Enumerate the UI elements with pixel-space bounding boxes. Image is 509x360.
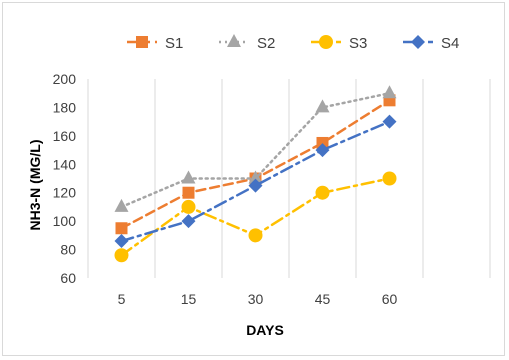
series-s3-point: [114, 248, 129, 263]
y-tick-label: 200: [53, 71, 77, 87]
y-tick-label: 100: [53, 213, 77, 229]
x-tick-label: 60: [382, 291, 398, 307]
y-tick-label: 140: [53, 156, 77, 172]
series-s2-point: [315, 99, 330, 113]
x-axis-title: DAYS: [246, 322, 284, 338]
series-s1-point: [115, 222, 128, 235]
series-s2-point: [181, 170, 196, 184]
y-tick-label: 120: [53, 185, 77, 201]
series-s4-point: [248, 178, 263, 193]
series-s1-line: [120, 99, 391, 230]
y-tick-label: 60: [60, 270, 76, 286]
series-s2-point: [114, 198, 129, 212]
x-tick-label: 30: [248, 291, 264, 307]
x-tick-label: 15: [181, 291, 197, 307]
series-s4-point: [382, 114, 397, 129]
legend-marker-s3: [319, 35, 333, 49]
series-s4: [114, 114, 397, 249]
series-s4-point: [315, 143, 330, 158]
legend-item-s4: S4: [403, 35, 459, 52]
series-s4-point: [114, 234, 129, 249]
series-s3-point: [382, 171, 397, 186]
series-s3-point: [181, 199, 196, 214]
series-s2-point: [248, 170, 263, 184]
series-s3-point: [248, 228, 263, 243]
y-tick-labels: 60 80 100 120 140 160 180 200: [53, 71, 77, 286]
legend-marker-s1: [136, 36, 148, 48]
series-s4-point: [181, 214, 196, 229]
series-s2: [114, 85, 397, 212]
legend-item-s2: S2: [219, 34, 275, 52]
x-tick-labels: 5 15 30 45 60: [118, 291, 398, 307]
series-s3-point: [315, 185, 330, 200]
series-s2-point: [382, 85, 397, 99]
legend-label-s4: S4: [441, 35, 459, 52]
series-s1-point: [316, 136, 329, 149]
y-tick-label: 160: [53, 128, 77, 144]
series-s1-point: [182, 186, 195, 199]
series-s1: [115, 94, 396, 235]
y-tick-label: 180: [53, 99, 77, 115]
x-tick-label: 5: [118, 291, 126, 307]
legend-marker-s4: [411, 35, 425, 49]
legend-marker-s2: [227, 34, 241, 47]
gridlines: [87, 79, 491, 278]
y-axis-title: NH3-N (MG/L): [27, 140, 43, 231]
x-tick-label: 45: [315, 291, 331, 307]
legend: S1 S2 S3 S4: [127, 34, 459, 52]
series-layer: [114, 85, 397, 263]
legend-label-s2: S2: [257, 35, 275, 52]
legend-label-s1: S1: [165, 35, 183, 52]
legend-label-s3: S3: [349, 35, 367, 52]
series-s3: [114, 171, 397, 263]
y-tick-label: 80: [60, 242, 76, 258]
legend-item-s3: S3: [311, 35, 367, 52]
legend-item-s1: S1: [127, 35, 183, 52]
